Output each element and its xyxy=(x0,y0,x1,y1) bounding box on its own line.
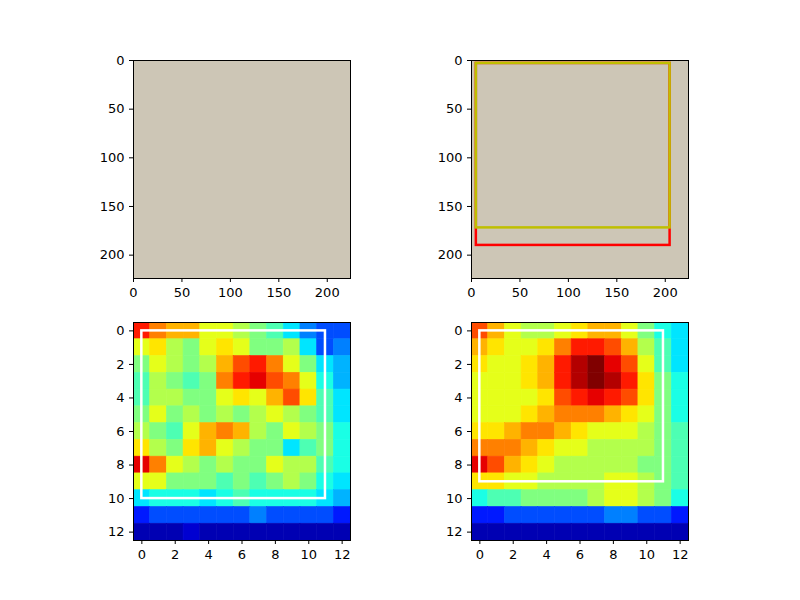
svg-text:200: 200 xyxy=(315,285,340,300)
svg-text:2: 2 xyxy=(171,547,179,562)
svg-text:0: 0 xyxy=(116,323,124,338)
svg-text:0: 0 xyxy=(116,53,124,68)
svg-text:8: 8 xyxy=(454,457,462,472)
svg-text:12: 12 xyxy=(108,524,125,539)
svg-text:0: 0 xyxy=(129,285,137,300)
svg-text:0: 0 xyxy=(138,547,146,562)
svg-text:100: 100 xyxy=(100,150,125,165)
svg-text:100: 100 xyxy=(438,150,463,165)
svg-text:50: 50 xyxy=(446,101,463,116)
svg-text:8: 8 xyxy=(271,547,279,562)
svg-text:200: 200 xyxy=(653,285,678,300)
svg-text:50: 50 xyxy=(174,285,191,300)
svg-text:4: 4 xyxy=(116,390,124,405)
svg-text:0: 0 xyxy=(467,285,475,300)
svg-text:200: 200 xyxy=(438,247,463,262)
svg-text:0: 0 xyxy=(476,547,484,562)
svg-text:4: 4 xyxy=(204,547,212,562)
svg-text:150: 150 xyxy=(604,285,629,300)
svg-text:2: 2 xyxy=(509,547,517,562)
svg-text:6: 6 xyxy=(238,547,246,562)
svg-text:2: 2 xyxy=(116,357,124,372)
svg-text:10: 10 xyxy=(300,547,317,562)
svg-text:8: 8 xyxy=(609,547,617,562)
svg-text:6: 6 xyxy=(116,424,124,439)
svg-text:50: 50 xyxy=(108,101,125,116)
svg-text:12: 12 xyxy=(446,524,463,539)
svg-text:12: 12 xyxy=(334,547,351,562)
svg-text:8: 8 xyxy=(116,457,124,472)
svg-text:150: 150 xyxy=(266,285,291,300)
svg-text:12: 12 xyxy=(672,547,689,562)
svg-text:2: 2 xyxy=(454,357,462,372)
svg-text:4: 4 xyxy=(542,547,550,562)
svg-text:50: 50 xyxy=(512,285,529,300)
svg-text:10: 10 xyxy=(108,491,125,506)
svg-text:150: 150 xyxy=(100,199,125,214)
svg-text:10: 10 xyxy=(446,491,463,506)
svg-text:100: 100 xyxy=(218,285,243,300)
svg-text:10: 10 xyxy=(638,547,655,562)
svg-text:200: 200 xyxy=(100,247,125,262)
svg-text:100: 100 xyxy=(556,285,581,300)
svg-text:0: 0 xyxy=(454,323,462,338)
svg-text:150: 150 xyxy=(438,199,463,214)
svg-text:6: 6 xyxy=(576,547,584,562)
svg-text:0: 0 xyxy=(454,53,462,68)
svg-text:6: 6 xyxy=(454,424,462,439)
svg-text:4: 4 xyxy=(454,390,462,405)
